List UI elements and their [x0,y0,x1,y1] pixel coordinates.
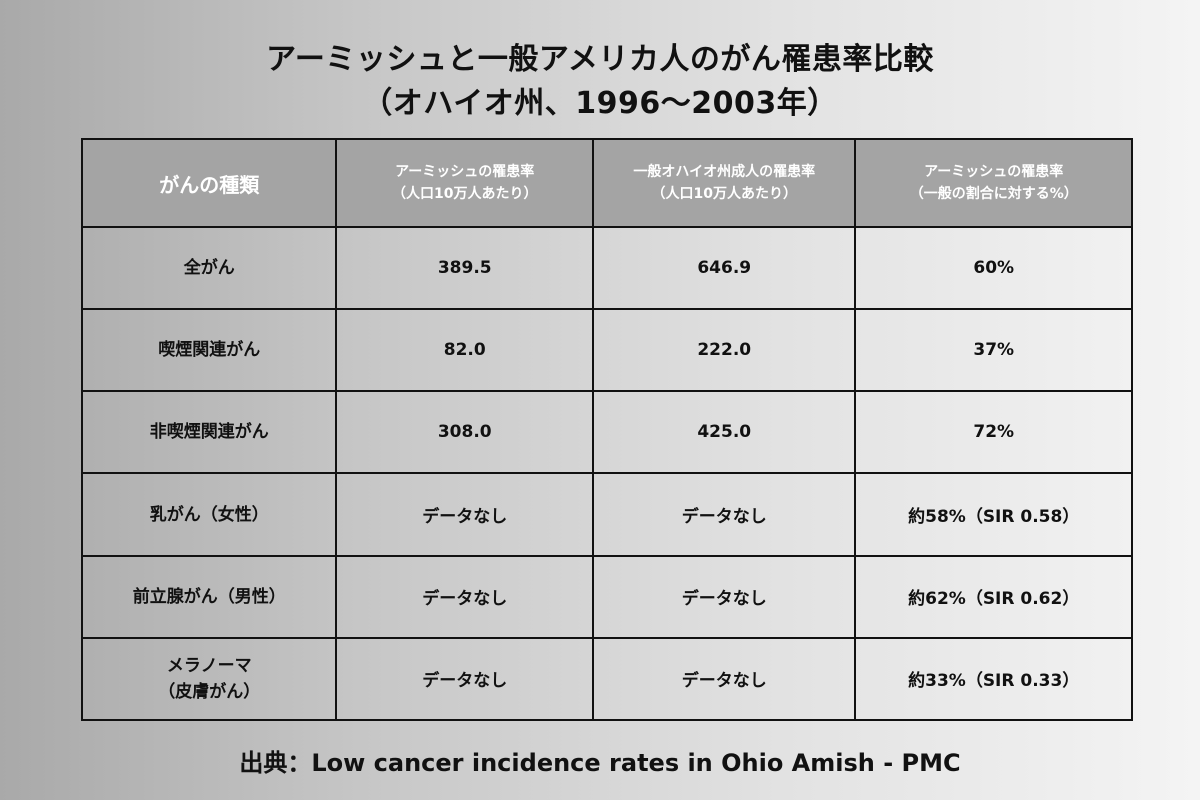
cancer-type-label: 乳がん（女性） [149,504,269,525]
general-rate-cell: 222.0 [591,308,857,393]
cancer-type-label: 非喫煙関連がん [149,422,269,443]
ratio-cell: 72% [854,390,1133,475]
header-sublabel: （一般の割合に対する%） [909,186,1078,202]
cancer-type-cell: 乳がん（女性） [80,472,338,557]
table-header-row: がんの種類 アーミッシュの罹患率 （人口10万人あたり） 一般オハイオ州成人の罹… [80,138,1133,228]
header-cancer-type: がんの種類 [80,138,338,228]
source-citation: 出典：Low cancer incidence rates in Ohio Am… [239,749,961,777]
header-amish-rate: アーミッシュの罹患率 （人口10万人あたり） [335,138,594,228]
amish-rate-cell: 389.5 [335,225,594,311]
table-row: 喫煙関連がん 82.0 222.0 37% [80,308,1133,393]
cancer-type-label: 喫煙関連がん [158,340,261,361]
cancer-type-cell: 前立腺がん（男性） [80,554,338,639]
header-label: 一般オハイオ州成人の罹患率 [633,164,816,180]
table-row: 全がん 389.5 646.9 60% [80,225,1133,311]
header-general-rate: 一般オハイオ州成人の罹患率 （人口10万人あたり） [591,138,857,228]
cancer-type-sublabel: （皮膚がん） [158,681,261,702]
cancer-incidence-table: がんの種類 アーミッシュの罹患率 （人口10万人あたり） 一般オハイオ州成人の罹… [80,138,1133,722]
amish-rate-cell: 82.0 [335,308,594,393]
general-rate-cell: 646.9 [591,225,857,311]
ratio-cell: 約58%（SIR 0.58） [854,472,1133,557]
ratio-cell: 60% [854,225,1133,311]
table-row: 前立腺がん（男性） データなし データなし 約62%（SIR 0.62） [80,554,1133,639]
general-rate-cell: データなし [591,636,857,722]
page-title: アーミッシュと一般アメリカ人のがん罹患率比較 [266,42,934,77]
cancer-type-label: 全がん [183,258,235,279]
ratio-cell: 37% [854,308,1133,393]
header-amish-ratio: アーミッシュの罹患率 （一般の割合に対する%） [854,138,1133,228]
table-row: メラノーマ （皮膚がん） データなし データなし 約33%（SIR 0.33） [80,636,1133,722]
header-sublabel: （人口10万人あたり） [651,186,797,202]
general-rate-cell: 425.0 [591,390,857,475]
cancer-type-cell: 非喫煙関連がん [80,390,338,475]
cancer-type-label: メラノーマ [166,655,252,676]
amish-rate-cell: データなし [335,554,594,639]
ratio-cell: 約62%（SIR 0.62） [854,554,1133,639]
page-subtitle: （オハイオ州、1996〜2003年） [362,86,838,121]
general-rate-cell: データなし [591,554,857,639]
cancer-type-cell: 全がん [80,225,338,311]
table-row: 乳がん（女性） データなし データなし 約58%（SIR 0.58） [80,472,1133,557]
header-label: アーミッシュの罹患率 [924,164,1064,180]
amish-rate-cell: 308.0 [335,390,594,475]
amish-rate-cell: データなし [335,472,594,557]
general-rate-cell: データなし [591,472,857,557]
ratio-cell: 約33%（SIR 0.33） [854,636,1133,722]
table-row: 非喫煙関連がん 308.0 425.0 72% [80,390,1133,475]
cancer-type-cell: メラノーマ （皮膚がん） [80,636,338,722]
amish-rate-cell: データなし [335,636,594,722]
cancer-type-cell: 喫煙関連がん [80,308,338,393]
header-label: がんの種類 [159,172,260,197]
header-sublabel: （人口10万人あたり） [391,186,538,202]
header-label: アーミッシュの罹患率 [395,164,535,180]
cancer-type-label: 前立腺がん（男性） [132,586,286,607]
